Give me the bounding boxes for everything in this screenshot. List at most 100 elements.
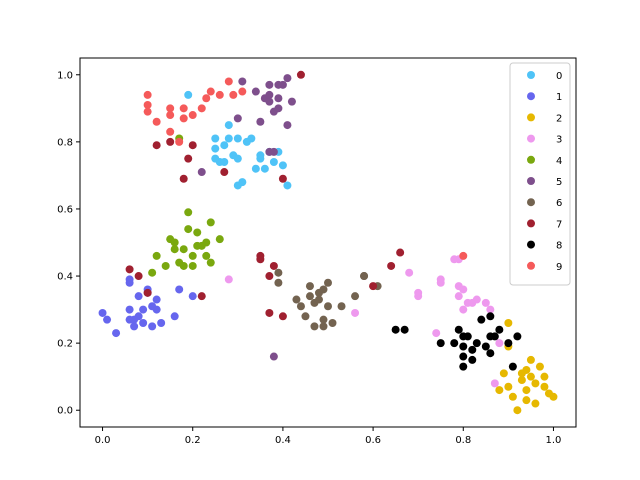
point-series-3-18 [486, 305, 495, 314]
point-series-4-18 [202, 238, 211, 247]
point-series-8-13 [477, 315, 486, 324]
point-series-4-21 [215, 235, 224, 244]
point-series-0-11 [233, 134, 242, 143]
legend-label-0: 0 [556, 71, 562, 82]
point-series-2-20 [517, 369, 526, 378]
x-tick-label-4: 0.8 [455, 435, 471, 446]
plot-frame [79, 57, 577, 428]
legend-marker-2 [527, 113, 535, 122]
point-series-1-2 [112, 329, 121, 338]
point-series-3-12 [459, 285, 468, 294]
legend-label-5: 5 [556, 177, 562, 188]
legend-box [509, 62, 571, 286]
y-tick-label-0: 0.0 [57, 406, 73, 417]
point-series-4-1 [152, 251, 161, 260]
point-series-8-22 [513, 332, 522, 341]
legend-marker-8 [527, 240, 535, 249]
point-series-3-0 [224, 275, 233, 284]
point-series-7-7 [197, 292, 206, 301]
point-series-7-8 [220, 168, 229, 177]
legend-label-3: 3 [556, 135, 562, 146]
point-series-3-13 [459, 305, 468, 314]
point-series-6-6 [305, 292, 314, 301]
point-series-6-5 [305, 282, 314, 291]
point-series-0-0 [184, 90, 193, 99]
point-series-9-3 [152, 117, 161, 126]
point-series-1-6 [125, 305, 134, 314]
point-series-4-8 [179, 245, 188, 254]
point-series-5-11 [269, 147, 278, 156]
point-series-5-16 [283, 74, 292, 83]
point-series-4-12 [188, 251, 197, 260]
point-series-0-1 [211, 134, 220, 143]
point-series-9-17 [238, 87, 247, 96]
point-series-5-17 [283, 121, 292, 130]
point-series-1-19 [170, 312, 179, 321]
point-series-9-10 [188, 111, 197, 120]
point-series-8-6 [459, 342, 468, 351]
y-tick-label-4: 0.8 [57, 137, 73, 148]
point-series-5-15 [278, 80, 287, 89]
point-series-5-6 [265, 80, 274, 89]
legend-marker-0 [527, 71, 535, 79]
point-series-0-6 [220, 141, 229, 150]
point-series-4-2 [161, 261, 170, 270]
point-series-6-10 [314, 295, 323, 304]
point-series-4-19 [206, 258, 215, 267]
point-series-8-0 [391, 325, 400, 334]
x-tick-label-0: 0.0 [95, 435, 111, 446]
point-series-2-19 [549, 392, 558, 401]
point-series-1-14 [148, 322, 157, 331]
point-series-7-10 [256, 255, 265, 264]
point-series-1-21 [188, 292, 197, 301]
point-series-9-14 [215, 90, 224, 99]
point-series-3-17 [481, 298, 490, 307]
point-series-6-13 [319, 315, 328, 324]
point-series-4-10 [184, 225, 193, 234]
point-series-7-17 [369, 282, 378, 291]
points-layer [98, 70, 558, 415]
point-series-0-14 [247, 134, 256, 143]
point-series-9-9 [179, 104, 188, 113]
point-series-5-19 [269, 352, 278, 361]
point-series-3-2 [405, 268, 414, 277]
legend: 0 1 2 3 4 5 6 7 8 9 [509, 62, 571, 286]
point-series-3-7 [436, 275, 445, 284]
legend-label-6: 6 [556, 198, 562, 209]
point-series-0-15 [251, 164, 260, 173]
legend-marker-9 [527, 261, 535, 270]
point-series-2-2 [504, 382, 513, 391]
point-series-2-5 [508, 392, 517, 401]
point-series-6-2 [292, 295, 301, 304]
point-series-3-16 [472, 295, 481, 304]
point-series-4-4 [170, 245, 179, 254]
point-series-2-9 [522, 386, 531, 395]
point-series-2-12 [526, 355, 535, 364]
legend-label-1: 1 [556, 92, 562, 103]
legend-marker-5 [527, 177, 535, 185]
plot-area [80, 58, 576, 427]
point-series-6-4 [301, 312, 310, 321]
point-series-2-7 [517, 376, 526, 385]
point-series-5-0 [197, 168, 206, 177]
point-series-8-3 [450, 339, 459, 348]
point-series-1-0 [98, 308, 107, 317]
point-series-0-5 [220, 157, 229, 166]
point-series-7-16 [296, 70, 305, 79]
point-series-4-13 [188, 261, 197, 270]
point-series-0-21 [278, 161, 287, 170]
point-series-5-2 [238, 77, 247, 86]
point-series-3-1 [351, 308, 360, 317]
x-tick-label-5: 1.0 [546, 435, 562, 446]
point-series-7-1 [134, 272, 143, 281]
point-series-1-9 [134, 292, 143, 301]
point-series-1-5 [125, 275, 134, 284]
point-series-6-18 [351, 292, 360, 301]
point-series-7-20 [188, 141, 197, 150]
point-series-2-8 [522, 396, 531, 405]
legend-label-7: 7 [556, 219, 562, 230]
legend-label-8: 8 [556, 241, 562, 252]
point-series-9-16 [229, 90, 238, 99]
point-series-7-14 [278, 174, 287, 183]
